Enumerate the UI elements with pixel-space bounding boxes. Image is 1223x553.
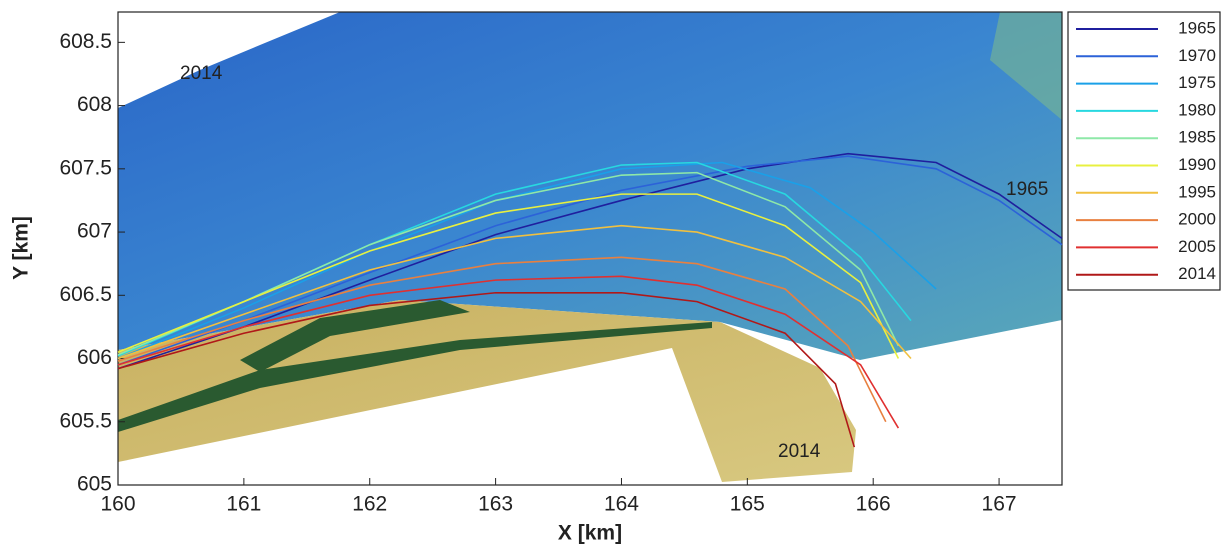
contour-line [117,256,887,423]
contour-line [117,171,900,356]
x-axis-label: X [km] [558,522,622,545]
legend-label: 1975 [1178,73,1216,92]
contour-line [117,161,937,360]
y-tick-label: 605.5 [59,409,112,432]
legend-label: 1970 [1178,46,1216,65]
x-tick-label: 162 [352,493,387,516]
legend-label: 2000 [1178,210,1216,229]
legend-label: 1995 [1178,182,1216,201]
legend-label: 1985 [1178,128,1216,147]
annotation: 1965 [1006,179,1048,200]
contour-line [117,275,900,429]
y-tick-label: 607.5 [59,156,112,179]
annotation: 2014 [778,441,821,462]
x-tick-label: 166 [856,493,891,516]
x-tick-label: 160 [100,493,135,516]
background-map [118,12,1062,482]
y-tick-label: 608.5 [59,30,112,53]
contour-line [117,224,912,360]
contour-line [117,155,1063,366]
x-tick-label: 165 [730,493,765,516]
x-tick-label: 161 [226,493,261,516]
annotation: 2014 [180,63,223,84]
y-tick-label: 605 [77,473,112,496]
legend-label: 2014 [1178,264,1216,283]
x-tick-label: 163 [478,493,513,516]
y-axis-label: Y [km] [10,216,33,280]
legend-label: 1980 [1178,100,1216,119]
y-tick-label: 607 [77,220,112,243]
legend [1067,11,1221,291]
y-tick-label: 606 [77,346,112,369]
y-tick-label: 608 [77,93,112,116]
y-tick-label: 606.5 [59,283,112,306]
x-tick-label: 167 [982,493,1017,516]
legend-label: 1965 [1178,18,1216,37]
contour-line [117,193,900,359]
plot-frame [117,11,1063,486]
x-tick-label: 164 [604,493,639,516]
legend-label: 1990 [1178,155,1216,174]
legend-label: 2005 [1178,237,1216,256]
contour-line [117,291,856,448]
